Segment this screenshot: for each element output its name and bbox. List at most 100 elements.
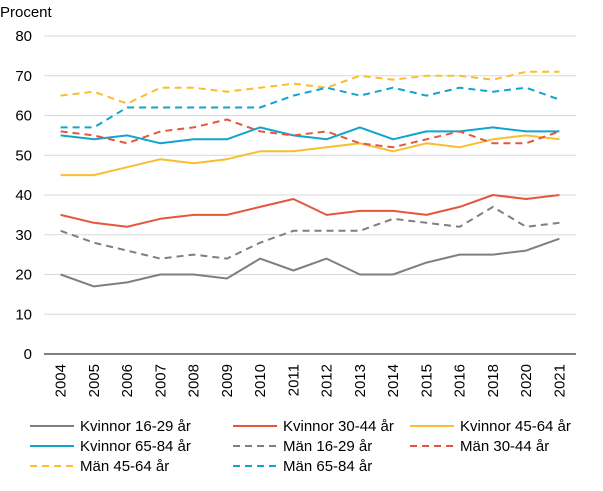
data-point xyxy=(492,91,494,93)
x-tick-label: 2006 xyxy=(119,364,136,397)
data-point xyxy=(425,142,427,144)
legend-label: Kvinnor 45-64 år xyxy=(460,418,571,435)
data-point xyxy=(525,226,527,228)
data-point xyxy=(425,130,427,132)
data-point xyxy=(193,274,195,276)
data-point xyxy=(93,242,95,244)
data-point xyxy=(392,87,394,89)
data-point xyxy=(193,254,195,256)
series xyxy=(60,86,560,129)
data-point xyxy=(558,71,560,73)
data-point xyxy=(193,214,195,216)
legend: Kvinnor 16-29 år Kvinnor 30-44 år Kvinnor … xyxy=(30,418,571,475)
data-point xyxy=(292,198,294,200)
data-point xyxy=(126,142,128,144)
data-point xyxy=(259,258,261,260)
data-point xyxy=(159,258,161,260)
series-line xyxy=(60,205,560,260)
data-point xyxy=(193,107,195,109)
data-point xyxy=(558,222,560,224)
data-point xyxy=(226,107,228,109)
data-point xyxy=(558,238,560,240)
data-point xyxy=(392,218,394,220)
data-point xyxy=(459,146,461,148)
data-point xyxy=(93,134,95,136)
data-point xyxy=(226,258,228,260)
data-point xyxy=(226,118,228,120)
data-point xyxy=(392,210,394,212)
data-point xyxy=(326,87,328,89)
data-point xyxy=(93,126,95,128)
data-point xyxy=(392,79,394,81)
series-line xyxy=(60,194,560,228)
x-tick-label: 2020 xyxy=(518,364,535,397)
series xyxy=(60,70,560,105)
data-point xyxy=(492,254,494,256)
data-point xyxy=(259,107,261,109)
data-point xyxy=(93,222,95,224)
data-point xyxy=(259,242,261,244)
series-line xyxy=(60,134,560,177)
legend-label: Kvinnor 16-29 år xyxy=(80,418,191,435)
data-point xyxy=(326,230,328,232)
x-tick-label: 2004 xyxy=(53,364,70,397)
data-point xyxy=(292,83,294,85)
y-tick-label: 50 xyxy=(15,147,32,164)
data-point xyxy=(159,130,161,132)
data-point xyxy=(558,99,560,101)
x-tick-label: 2018 xyxy=(485,364,502,397)
data-point xyxy=(492,142,494,144)
data-point xyxy=(392,274,394,276)
x-tick-label: 2010 xyxy=(252,364,269,397)
data-point xyxy=(459,75,461,77)
x-tick-label: 2007 xyxy=(152,364,169,397)
y-tick-label: 60 xyxy=(15,108,32,125)
data-point xyxy=(193,162,195,164)
data-point xyxy=(60,174,62,176)
data-point xyxy=(525,134,527,136)
legend-item: Män 45-64 år xyxy=(30,458,169,475)
data-point xyxy=(459,130,461,132)
data-point xyxy=(126,226,128,228)
data-point xyxy=(292,134,294,136)
data-point xyxy=(60,95,62,97)
data-point xyxy=(93,174,95,176)
data-point xyxy=(292,95,294,97)
data-point xyxy=(459,87,461,89)
data-point xyxy=(392,146,394,148)
data-point xyxy=(259,87,261,89)
data-point xyxy=(226,91,228,93)
data-point xyxy=(126,134,128,136)
x-tick-label: 2014 xyxy=(385,364,402,397)
series xyxy=(60,194,560,228)
data-point xyxy=(359,274,361,276)
legend-label: Män 45-64 år xyxy=(80,458,169,475)
y-tick-label: 10 xyxy=(15,306,32,323)
data-point xyxy=(558,138,560,140)
data-point xyxy=(292,150,294,152)
data-point xyxy=(392,150,394,152)
series-line xyxy=(60,237,560,288)
y-tick-label: 0 xyxy=(24,346,32,363)
data-point xyxy=(126,166,128,168)
data-point xyxy=(159,87,161,89)
data-point xyxy=(292,230,294,232)
data-point xyxy=(525,198,527,200)
data-point xyxy=(492,206,494,208)
data-point xyxy=(425,214,427,216)
data-point xyxy=(558,130,560,132)
data-point xyxy=(60,130,62,132)
data-point xyxy=(425,262,427,264)
data-point xyxy=(292,270,294,272)
data-point xyxy=(159,107,161,109)
data-point xyxy=(126,107,128,109)
data-point xyxy=(492,79,494,81)
x-tick-label: 2015 xyxy=(418,364,435,397)
series-line xyxy=(60,70,560,105)
data-point xyxy=(525,130,527,132)
data-point xyxy=(159,274,161,276)
legend-item: Kvinnor 16-29 år xyxy=(30,418,191,435)
series xyxy=(60,134,560,177)
x-tick-label: 2016 xyxy=(452,364,469,397)
data-point xyxy=(425,138,427,140)
